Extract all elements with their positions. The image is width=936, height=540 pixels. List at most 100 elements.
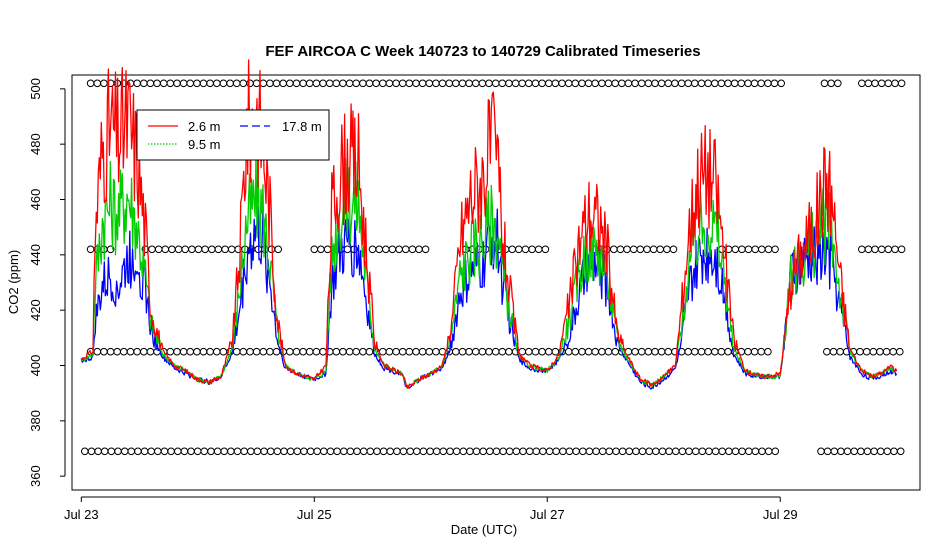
reference-point <box>266 347 274 356</box>
reference-point <box>186 79 194 88</box>
reference-point <box>532 447 541 456</box>
reference-point <box>864 79 873 88</box>
reference-point <box>750 79 759 88</box>
reference-point <box>317 245 325 254</box>
reference-point <box>412 79 420 88</box>
y-tick-label: 460 <box>28 189 43 211</box>
reference-point <box>545 347 553 356</box>
plot-frame <box>71 74 921 491</box>
reference-point <box>359 79 367 88</box>
reference-point <box>133 79 141 88</box>
reference-point <box>731 245 740 254</box>
reference-point <box>521 245 530 254</box>
reference-point <box>193 447 202 456</box>
reference-point <box>219 79 228 88</box>
reference-point <box>624 79 633 88</box>
reference-point <box>181 245 189 254</box>
reference-point <box>771 447 780 456</box>
reference-point <box>382 245 390 254</box>
reference-point <box>592 447 600 456</box>
reference-point <box>498 347 507 356</box>
reference-point <box>345 347 354 356</box>
reference-point <box>629 245 638 254</box>
reference-point <box>247 447 255 456</box>
y-tick-label: 500 <box>28 78 43 100</box>
reference-point <box>545 447 554 456</box>
reference-point <box>161 245 170 254</box>
reference-point <box>827 79 835 88</box>
reference-point <box>685 447 693 456</box>
reference-point <box>406 447 415 456</box>
reference-point <box>645 447 654 456</box>
reference-point <box>272 79 281 88</box>
reference-point <box>319 79 327 88</box>
reference-point <box>100 347 108 356</box>
reference-point <box>857 447 865 456</box>
reference-point <box>698 447 707 456</box>
reference-point <box>179 79 188 88</box>
reference-point <box>267 245 276 254</box>
reference-point <box>173 347 181 356</box>
reference-point <box>663 245 671 254</box>
reference-point <box>154 245 163 254</box>
legend-label-2-6m: 2.6 m <box>188 119 221 134</box>
reference-point <box>541 245 550 254</box>
reference-point <box>388 245 397 254</box>
reference-point <box>616 245 625 254</box>
reference-point <box>399 447 408 456</box>
reference-point <box>889 347 898 356</box>
reference-point <box>770 79 779 88</box>
legend-label-9-5m: 9.5 m <box>188 137 221 152</box>
reference-point <box>485 347 493 356</box>
reference-point <box>697 347 706 356</box>
reference-point <box>545 79 553 88</box>
reference-point <box>644 79 653 88</box>
reference-point <box>167 447 175 456</box>
reference-point <box>643 245 651 254</box>
reference-point <box>140 79 148 88</box>
x-tick-label: Jul 23 <box>64 507 99 522</box>
reference-point <box>333 447 341 456</box>
reference-point <box>863 447 872 456</box>
x-tick-label: Jul 25 <box>297 507 332 522</box>
reference-point <box>751 447 760 456</box>
y-tick-label: 400 <box>28 355 43 377</box>
reference-point <box>834 79 842 88</box>
reference-point <box>213 79 221 88</box>
reference-point <box>649 245 658 254</box>
reference-point <box>340 447 348 456</box>
reference-point <box>511 79 520 88</box>
reference-point <box>279 79 288 88</box>
reference-point <box>352 347 361 356</box>
reference-point <box>233 447 242 456</box>
reference-point <box>598 79 606 88</box>
reference-point <box>751 245 760 254</box>
reference-point <box>166 79 175 88</box>
reference-point <box>479 447 488 456</box>
reference-point <box>505 347 513 356</box>
reference-point <box>352 79 361 88</box>
reference-point <box>724 79 732 88</box>
reference-point <box>491 79 500 88</box>
reference-point <box>652 447 660 456</box>
reference-point <box>820 79 829 88</box>
reference-point <box>750 347 759 356</box>
reference-point <box>598 347 606 356</box>
reference-point <box>392 79 400 88</box>
reference-point <box>188 245 196 254</box>
reference-point <box>876 447 885 456</box>
reference-point <box>677 79 686 88</box>
reference-point <box>458 79 467 88</box>
reference-point <box>491 347 500 356</box>
reference-point <box>323 245 332 254</box>
reference-point <box>515 245 523 254</box>
reference-point <box>744 245 753 254</box>
reference-point <box>757 79 766 88</box>
reference-point <box>232 347 241 356</box>
reference-point <box>114 447 122 456</box>
reference-point <box>140 447 149 456</box>
reference-point <box>421 245 430 254</box>
reference-point <box>81 447 89 456</box>
reference-point <box>571 347 580 356</box>
reference-point <box>891 79 899 88</box>
